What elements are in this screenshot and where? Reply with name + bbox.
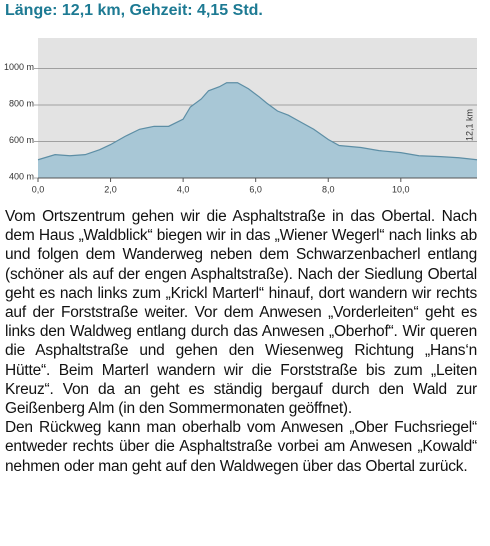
y-tick-label: 800 m	[9, 98, 34, 108]
x-tick-label: 8,0	[322, 184, 335, 194]
y-tick-label: 1000 m	[4, 62, 34, 72]
y-tick-label: 600 m	[9, 135, 34, 145]
y-tick-label: 400 m	[9, 171, 34, 181]
x-tick-label: 4,0	[177, 184, 190, 194]
body-text: Vom Ortszentrum gehen wir die Asphaltstr…	[5, 207, 477, 476]
paragraph: Vom Ortszentrum gehen wir die Asphaltstr…	[5, 208, 477, 418]
x-tick-label: 0,0	[32, 184, 45, 194]
header-title: Länge: 12,1 km, Gehzeit: 4,15 Std.	[5, 2, 263, 19]
x-tick-label: 6,0	[249, 184, 262, 194]
elevation-area	[38, 82, 477, 178]
x-tick-label: 10,0	[392, 184, 410, 194]
paragraph: Den Rückweg kann man oberhalb vom Anwese…	[5, 419, 477, 475]
elevation-line	[37, 82, 478, 161]
x-tick-label: 2,0	[104, 184, 117, 194]
distance-annotation: 12,1 km	[464, 109, 474, 141]
elevation-chart: Länge: 12,1 km, Gehzeit: 4,15 Std. 400 m…	[4, 2, 478, 194]
